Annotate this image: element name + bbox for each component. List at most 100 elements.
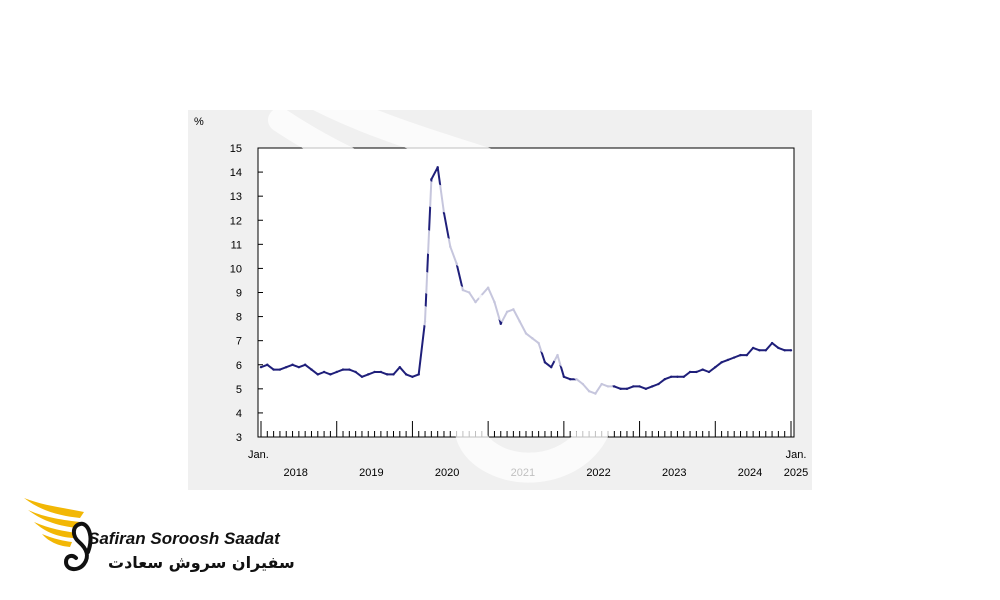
data-point	[783, 349, 786, 352]
data-point	[430, 178, 433, 181]
data-point	[543, 361, 547, 364]
phoenix-logo-icon	[24, 498, 93, 571]
data-point	[512, 308, 515, 311]
data-point	[354, 370, 357, 374]
x-year-label: 2020	[435, 467, 459, 479]
data-point	[562, 375, 566, 378]
data-point	[764, 349, 767, 352]
x-year-label: 2018	[283, 467, 307, 479]
x-year-label: 2019	[359, 467, 383, 479]
y-tick-label: 14	[230, 167, 242, 179]
data-point	[789, 349, 793, 352]
data-point	[398, 365, 402, 369]
data-point	[550, 365, 553, 369]
data-point	[682, 375, 685, 378]
y-tick-label: 11	[231, 239, 242, 251]
data-point	[587, 390, 591, 393]
x-year-label: 2023	[662, 467, 686, 479]
data-point	[632, 385, 635, 388]
data-point	[758, 349, 761, 352]
company-logo: Safiran Soroosh Saadat سفیران سروش سعادت	[22, 492, 322, 582]
data-point	[556, 353, 559, 357]
y-axis-unit-label: %	[194, 116, 204, 128]
y-tick-label: 15	[230, 143, 242, 155]
data-point	[657, 382, 660, 386]
data-point	[449, 245, 452, 248]
data-point	[676, 375, 679, 378]
data-point	[594, 392, 597, 395]
data-point	[575, 378, 578, 381]
data-point	[442, 211, 446, 215]
data-point	[266, 363, 269, 366]
data-point	[663, 378, 667, 381]
data-point	[404, 373, 408, 376]
data-point	[726, 358, 730, 362]
data-point	[600, 382, 603, 386]
data-point	[644, 387, 648, 391]
data-point	[285, 365, 288, 369]
data-point	[278, 368, 282, 371]
data-point	[625, 387, 629, 391]
data-point	[474, 300, 477, 304]
data-point	[499, 322, 502, 326]
y-tick-label: 7	[236, 336, 242, 348]
data-point	[360, 375, 364, 378]
data-point	[291, 363, 294, 366]
data-point	[505, 310, 509, 313]
data-point	[531, 337, 534, 340]
data-point	[537, 341, 540, 345]
y-tick-label: 10	[230, 263, 242, 275]
data-point	[720, 361, 723, 364]
data-point	[303, 363, 307, 366]
data-point	[272, 368, 275, 371]
y-tick-label: 8	[236, 312, 242, 324]
data-point	[688, 370, 692, 374]
data-point	[417, 373, 420, 376]
data-point	[322, 370, 326, 374]
x-year-label: 2024	[738, 467, 762, 479]
data-point	[259, 365, 263, 369]
data-point	[707, 370, 711, 374]
data-point	[695, 370, 698, 374]
data-point	[613, 385, 616, 388]
y-tick-label: 12	[230, 215, 242, 227]
data-point	[739, 353, 742, 357]
data-point	[701, 368, 704, 371]
data-point	[329, 373, 332, 376]
data-point	[568, 378, 572, 381]
logo-text-persian: سفیران سروش سعادت	[108, 553, 295, 572]
data-point	[461, 288, 465, 292]
data-point	[493, 300, 496, 304]
x-year-label: 2022	[586, 467, 610, 479]
data-point	[379, 370, 383, 374]
data-point	[411, 375, 414, 378]
x-year-label: 2025	[784, 467, 808, 479]
x-start-label: Jan.	[248, 449, 269, 461]
data-point	[316, 373, 319, 376]
x-end-label: Jan.	[786, 449, 807, 461]
logo-text-english: Safiran Soroosh Saadat	[88, 529, 280, 548]
data-point	[733, 356, 736, 359]
data-point	[297, 365, 301, 369]
data-point	[468, 291, 471, 294]
line-chart: 3 4 5 6 7 8 9 10 11 12 13 14 15 Jan. Jan. 2018 2019 2020…	[194, 116, 808, 479]
data-point	[348, 368, 351, 371]
x-year-label: 2021	[511, 467, 535, 479]
data-point	[455, 262, 458, 265]
data-point	[436, 166, 439, 169]
y-tick-label: 6	[236, 360, 242, 372]
y-tick-label: 9	[236, 288, 242, 300]
data-point	[373, 370, 376, 374]
y-tick-label: 3	[236, 432, 242, 444]
data-point	[650, 385, 654, 388]
y-tick-label: 4	[236, 408, 242, 420]
data-point	[392, 373, 395, 376]
plot-area	[257, 147, 795, 438]
data-point	[619, 387, 622, 391]
y-tick-label: 5	[236, 384, 242, 396]
data-point	[518, 320, 521, 323]
data-point	[777, 346, 780, 350]
data-point	[714, 365, 717, 369]
data-point	[638, 385, 641, 388]
data-point	[423, 320, 427, 323]
